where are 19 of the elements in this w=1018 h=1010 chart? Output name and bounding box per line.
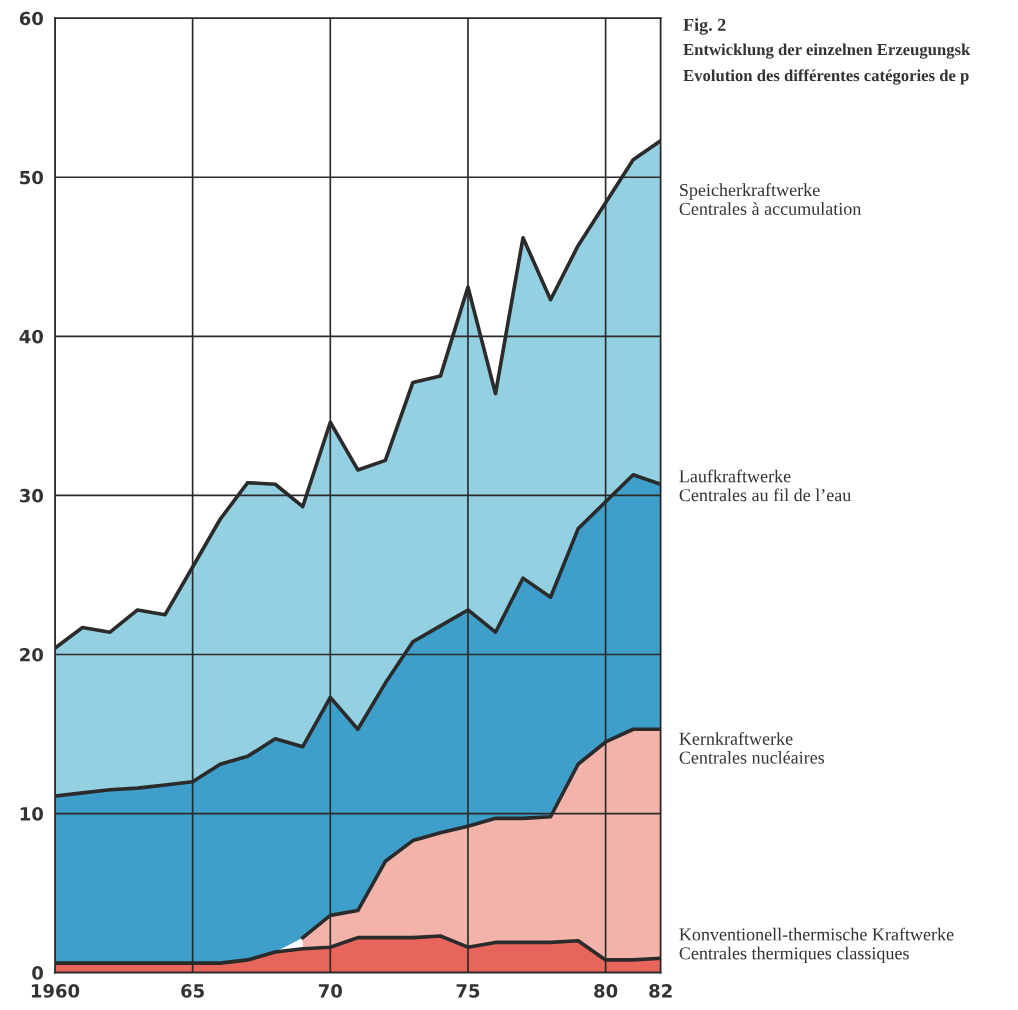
series-label: Kernkraftwerke Centrales nucléaires xyxy=(679,731,825,764)
text: Fig. 2 xyxy=(683,18,726,35)
y-tick-label: 0 xyxy=(32,966,43,980)
x-tick-label: 80 xyxy=(594,984,618,998)
y-tick-label: 30 xyxy=(19,488,43,503)
x-tick-label: 75 xyxy=(456,984,480,998)
y-tick-label: 40 xyxy=(19,329,43,344)
x-tick-label: 82 xyxy=(649,984,672,998)
x-tick-label: 70 xyxy=(318,984,342,998)
x-tick-label: 1960 xyxy=(31,984,80,998)
y-tick-label: 10 xyxy=(20,807,43,821)
x-tick-label: 65 xyxy=(181,984,204,998)
y-tick-label: 60 xyxy=(19,11,43,26)
text: Entwicklung der einzelnen Erzeugungsk Evolution des différentes catégories de p xyxy=(683,43,971,85)
y-tick-label: 20 xyxy=(20,647,43,662)
series-label: Speicherkraftwerke Centrales à accumulation xyxy=(679,183,862,215)
series-label: Laufkraftwerke Centrales au fil de l’eau xyxy=(679,469,851,502)
series-label: Konventionell-thermische Kraftwerke Centrales thermiques classiques xyxy=(679,927,954,964)
y-tick-label: 50 xyxy=(20,170,43,185)
